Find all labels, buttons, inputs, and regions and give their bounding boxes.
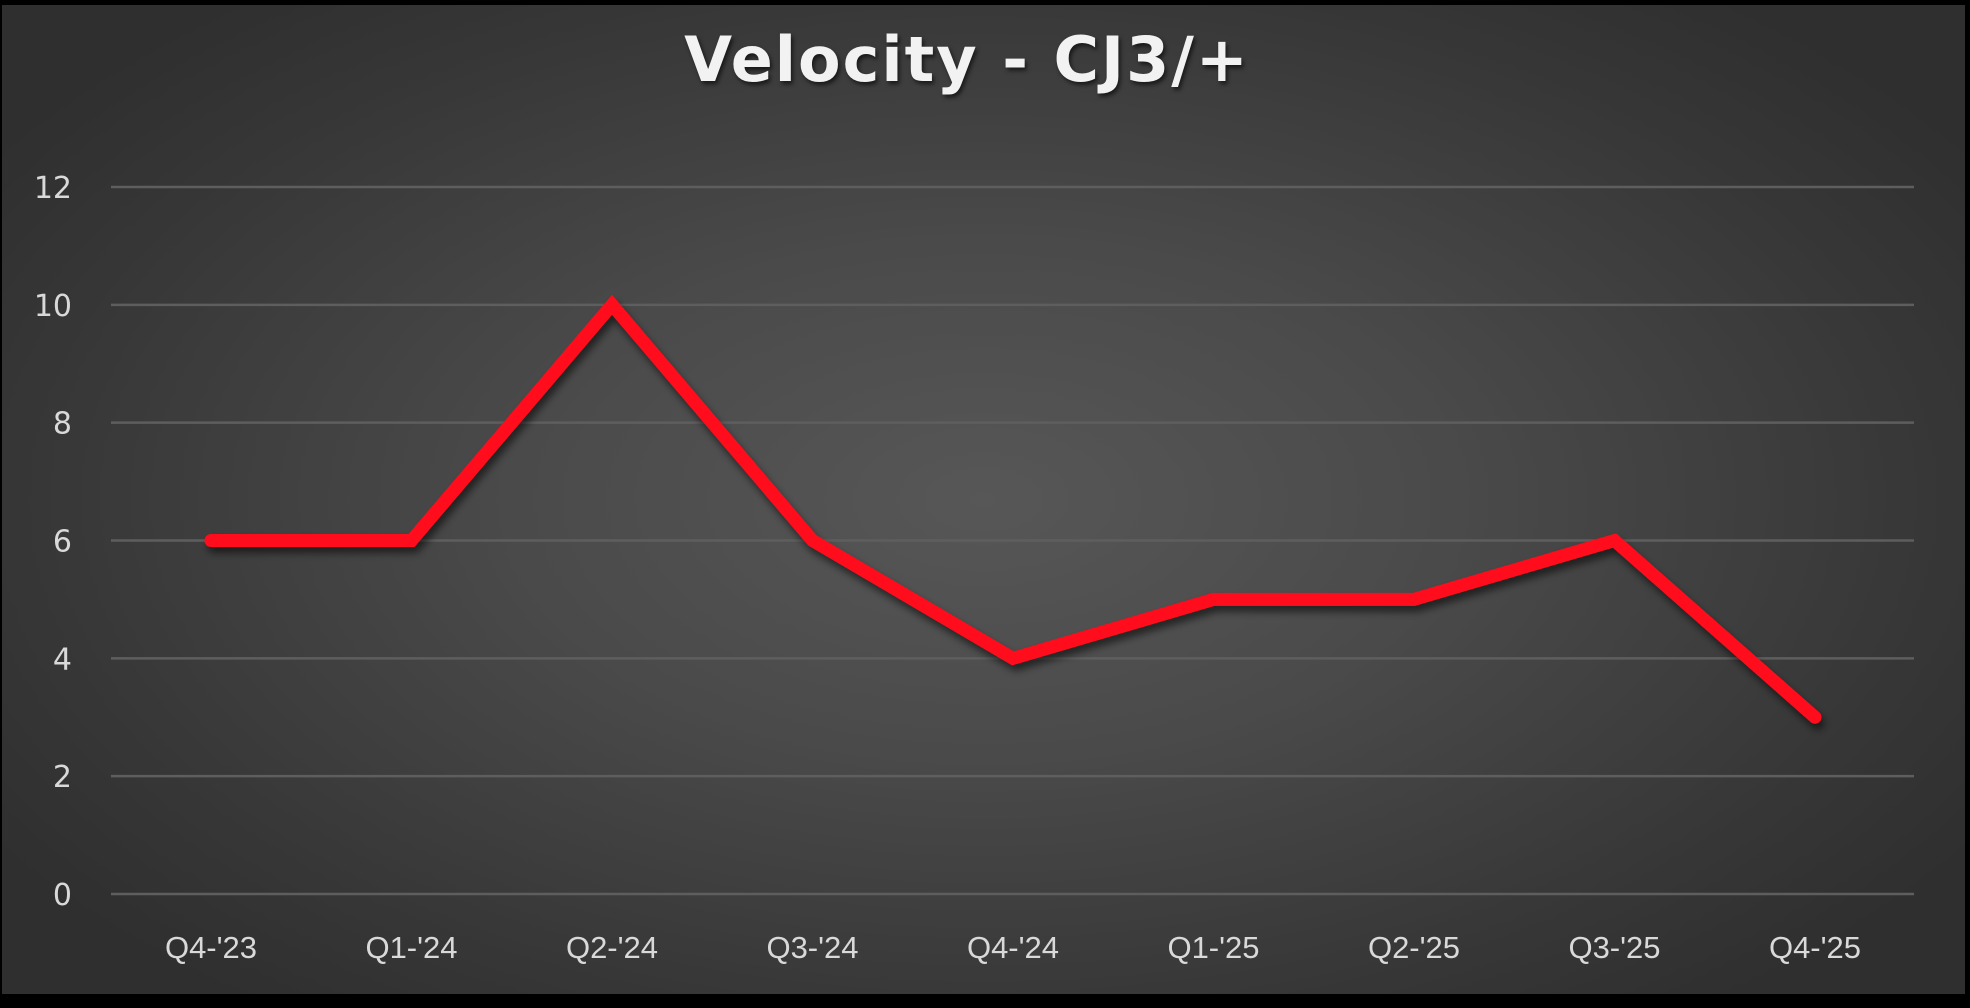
x-tick-label: Q4-'24 (967, 930, 1059, 965)
chart-area: Velocity - CJ3/+ 0 2 4 6 8 10 12 Q4-'23 Q1-'24 Q… (2, 5, 1965, 994)
y-tick-label: 8 (53, 407, 72, 442)
x-tick-label: Q3-'24 (766, 930, 858, 965)
x-tick-label: Q4-'25 (1769, 930, 1861, 965)
chart-title: Velocity - CJ3/+ (684, 23, 1250, 96)
x-tick-label: Q4-'23 (165, 930, 257, 965)
x-tick-label: Q1-'25 (1167, 930, 1259, 965)
x-tick-label: Q3-'25 (1568, 930, 1660, 965)
x-axis-ticks: Q4-'23 Q1-'24 Q2-'24 Q3-'24 Q4-'24 Q1-'25 Q2-'… (165, 930, 1861, 965)
y-tick-label: 2 (53, 760, 72, 795)
x-tick-label: Q2-'25 (1368, 930, 1460, 965)
y-tick-label: 12 (34, 171, 72, 206)
y-tick-label: 10 (34, 289, 72, 324)
plot-area: 0 2 4 6 8 10 12 Q4-'23 Q1-'24 Q2-'24 Q3-'24 Q4-'24… (34, 171, 1914, 965)
x-tick-label: Q2-'24 (566, 930, 658, 965)
series-line (204, 294, 1822, 724)
x-tick-label: Q1-'24 (365, 930, 457, 965)
y-tick-label: 6 (53, 525, 72, 560)
y-tick-label: 4 (53, 642, 72, 677)
y-tick-label: 0 (53, 878, 72, 913)
y-axis-ticks: 0 2 4 6 8 10 12 (34, 171, 72, 913)
